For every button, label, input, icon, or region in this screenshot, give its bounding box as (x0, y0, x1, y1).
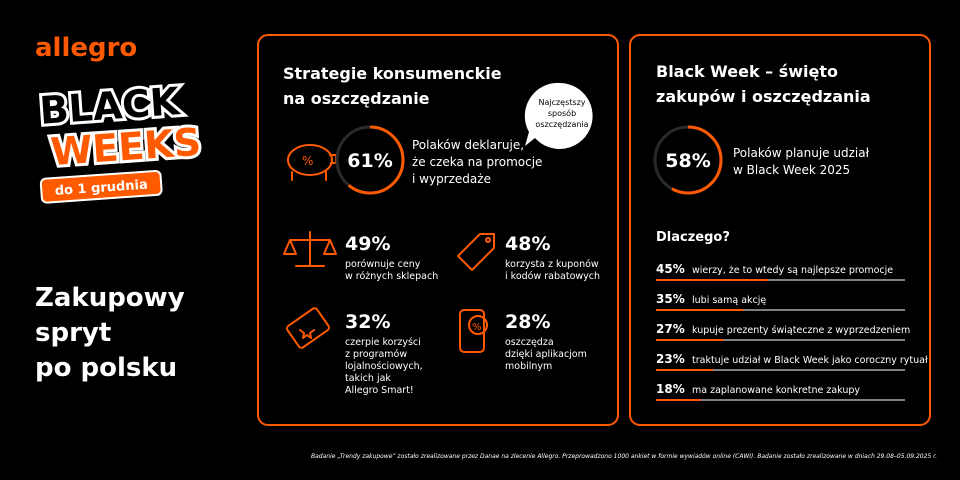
footnote: Badanie „Trendy zakupowe” zostało zreali… (311, 453, 937, 460)
scale-icon (283, 231, 337, 267)
stat-text: i kodów rabatowych (505, 271, 600, 282)
stat-label: 28% (505, 311, 550, 333)
panel-title: zakupów i oszczędzania (656, 87, 871, 106)
bubble-text: sposób (548, 108, 576, 118)
svg-text:%: % (302, 154, 313, 168)
ring-text: Polaków planuje udział (733, 146, 870, 160)
phone-icon: % (459, 309, 488, 353)
headline: po polsku (35, 353, 177, 383)
ring-arc (653, 125, 723, 195)
ring-arc (335, 125, 405, 195)
stat-text: czerpie korzyści (345, 337, 421, 348)
reason-label: 35% (656, 292, 685, 306)
ring-label: 58% (665, 150, 710, 172)
headline: spryt (35, 318, 111, 348)
reason-label: 27% (656, 322, 685, 336)
stat-text: takich jak (345, 373, 391, 384)
ring-text: i wyprzedaże (412, 172, 491, 186)
reason-text: traktuje udział w Black Week jako corocz… (692, 355, 928, 366)
stat-text: Allegro Smart! (345, 385, 414, 396)
panel-title: Black Week – święto (656, 62, 838, 81)
reason-text: ma zaplanowane konkretne zakupy (692, 385, 860, 396)
reason-text: wierzy, że to wtedy są najlepsze promocj… (692, 265, 893, 276)
badge-date: do 1 grudnia (54, 178, 148, 199)
stat-text: lojalnościowych, (345, 361, 423, 372)
bubble-text: Najczęstszy (538, 98, 585, 107)
ring-text: Polaków deklaruje, (412, 138, 524, 152)
ring-text: że czeka na promocje (412, 155, 542, 169)
card-icon (285, 307, 331, 349)
stat-text: dzięki aplikacjom (505, 349, 587, 360)
ring-label: 61% (347, 150, 392, 172)
panel (257, 34, 619, 426)
stat-label: 48% (505, 233, 550, 255)
stat-label: 32% (345, 311, 390, 333)
badge: BLACK BLACK WEEKS do 1 grudnia (35, 76, 205, 204)
headline: Zakupowy (35, 283, 185, 313)
svg-text:%: % (472, 322, 482, 333)
tag-icon (457, 233, 495, 271)
panel (629, 34, 931, 426)
panel-title: na oszczędzanie (283, 89, 430, 108)
reason-text: lubi samą akcję (692, 295, 766, 306)
why-title: Dlaczego? (656, 230, 730, 245)
stat-text: w różnych sklepach (345, 271, 438, 282)
reason-label: 18% (656, 382, 685, 396)
panel-title: Strategie konsumenckie (283, 64, 502, 83)
stat-text: oszczędza (505, 337, 554, 348)
bubble (524, 82, 593, 149)
ring-text: w Black Week 2025 (733, 163, 850, 177)
stat-text: z programów (345, 349, 407, 360)
brand: allegro (35, 33, 137, 63)
stat-text: porównuje ceny (345, 259, 421, 270)
stat-text: korzysta z kuponów (505, 259, 599, 270)
reason-label: 23% (656, 352, 685, 366)
bubble-text: oszczędzania (535, 120, 588, 129)
badge-date-bg (39, 169, 163, 204)
badge-line2: WEEKS (49, 120, 202, 174)
reason-label: 45% (656, 262, 685, 276)
stat-text: mobilnym (505, 361, 552, 372)
stat-label: 49% (345, 233, 390, 255)
badge-line1-fill: BLACK (38, 79, 182, 133)
reason-text: kupuje prezenty świąteczne z wyprzedzeni… (692, 325, 910, 336)
